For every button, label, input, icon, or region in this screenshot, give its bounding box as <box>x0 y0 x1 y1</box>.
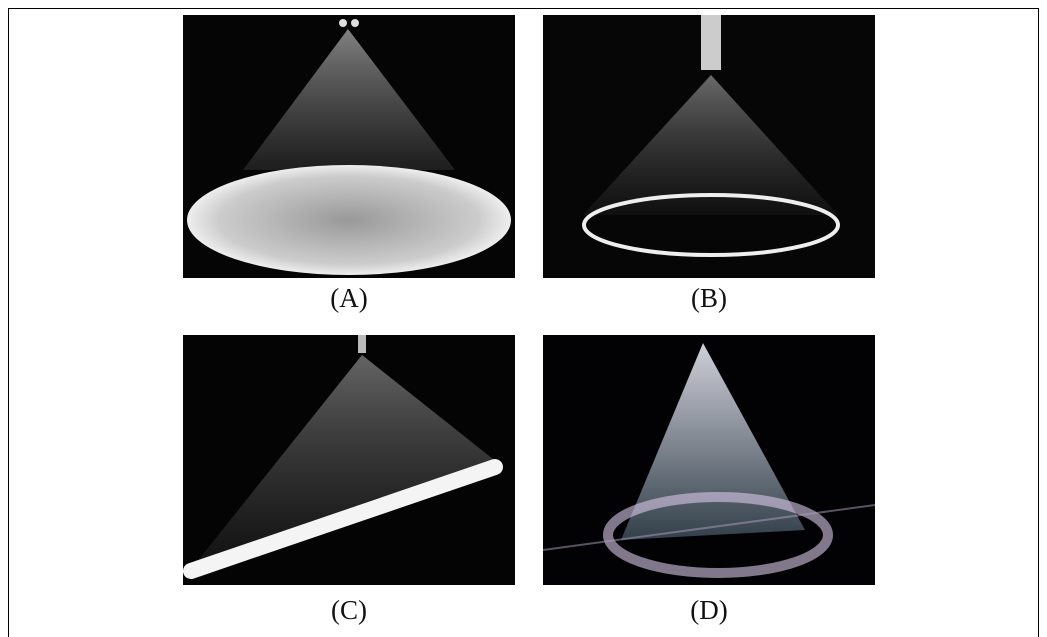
frame <box>8 8 1039 637</box>
photo-c <box>183 335 515 585</box>
figure: (A) (B) (C) (D) <box>0 0 1047 637</box>
photo-b <box>543 15 875 278</box>
photo-a <box>183 15 515 278</box>
panel-label: (D) <box>543 595 875 626</box>
panel-label: (B) <box>543 283 875 314</box>
panel-label: (A) <box>183 283 515 314</box>
panel-label: (C) <box>183 595 515 626</box>
photo-d <box>543 335 875 585</box>
